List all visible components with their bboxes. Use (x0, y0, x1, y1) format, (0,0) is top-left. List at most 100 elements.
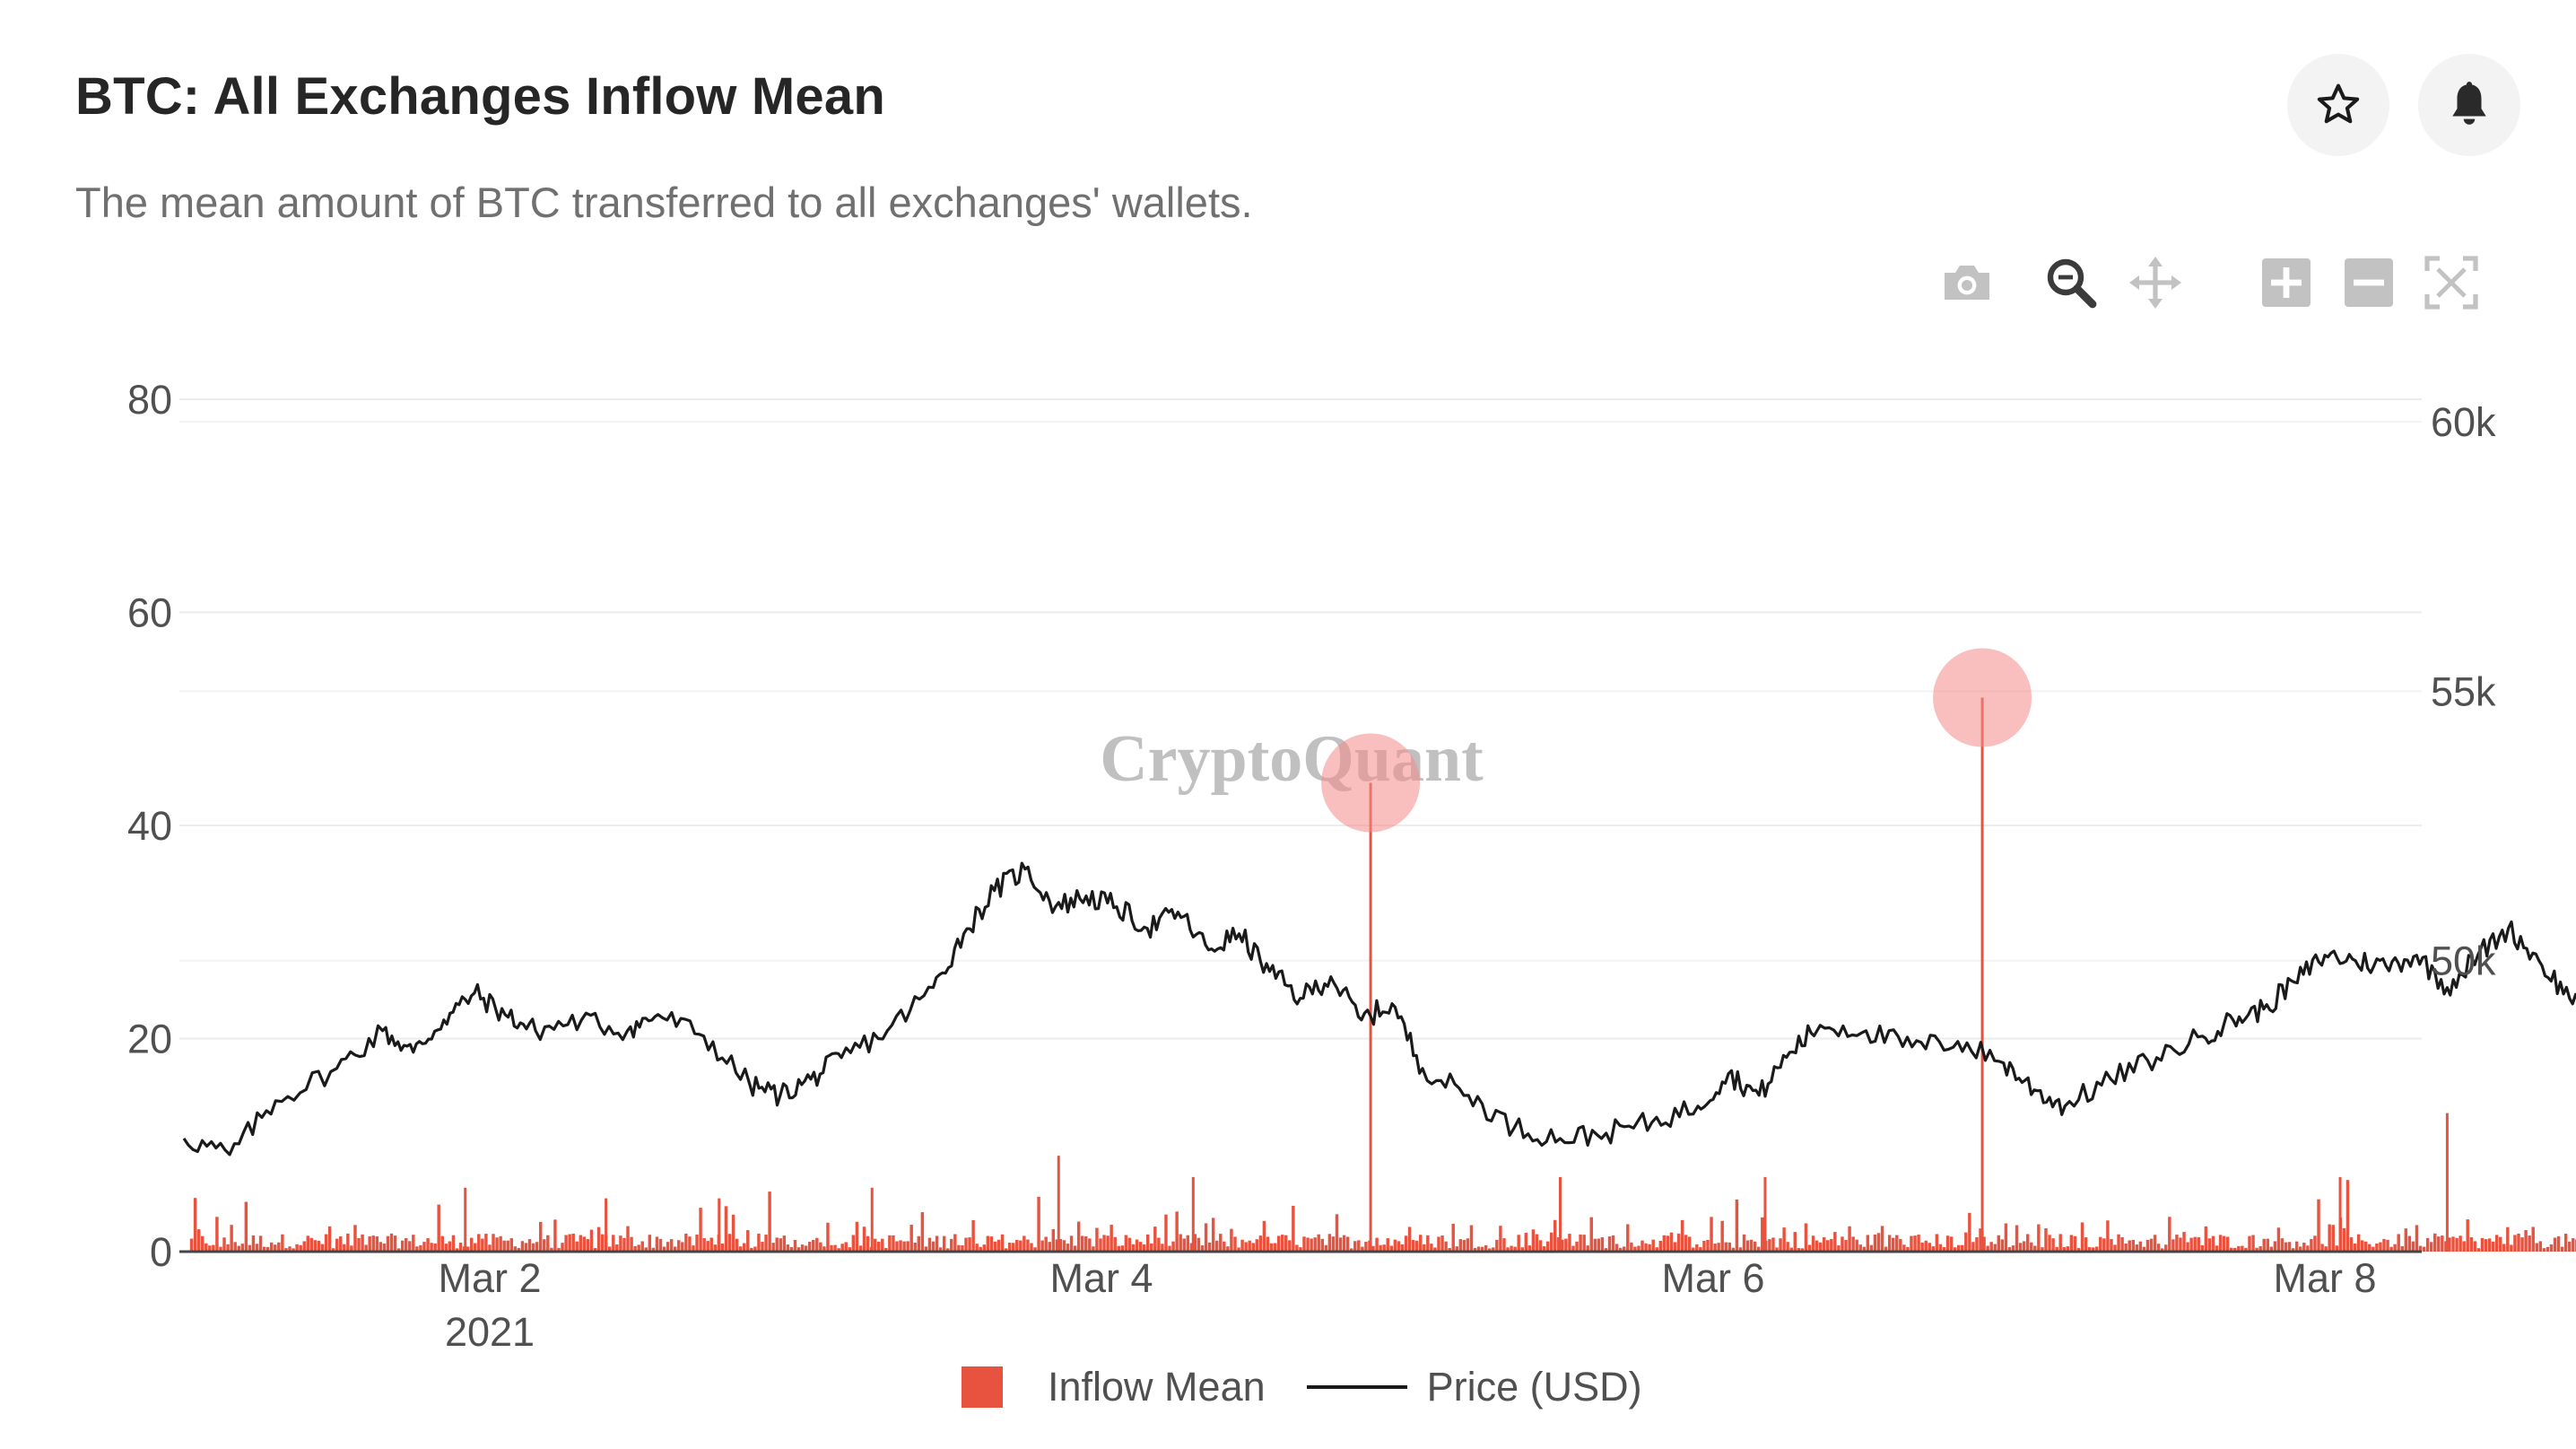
inflow-bar (876, 1241, 881, 1252)
inflow-bar (793, 1239, 797, 1252)
inflow-bar (975, 1244, 979, 1252)
inflow-bar (804, 1245, 808, 1252)
inflow-bar (1142, 1244, 1146, 1252)
inflow-bar (2371, 1246, 2375, 1252)
star-icon (2317, 83, 2360, 124)
inflow-bar (1276, 1235, 1281, 1252)
inflow-bar (295, 1244, 299, 1252)
inflow-bar (1640, 1240, 1644, 1252)
inflow-bar (1830, 1239, 1833, 1252)
inflow-bar (2124, 1244, 2128, 1252)
inflow-bar (1600, 1237, 1605, 1252)
inflow-bar (2128, 1240, 2131, 1252)
inflow-bar (1804, 1223, 1808, 1252)
inflow-bar (858, 1245, 863, 1252)
inflow-bar (543, 1239, 546, 1252)
inflow-bar (2058, 1234, 2062, 1252)
chart-modebar (0, 253, 2576, 316)
inflow-bar (1404, 1235, 1408, 1252)
inflow-bar (1561, 1239, 1564, 1252)
inflow-bar (2186, 1242, 2189, 1252)
inflow-bar (1150, 1243, 1153, 1252)
inflow-bar (1858, 1244, 1862, 1252)
inflow-bar (2487, 1238, 2492, 1252)
inflow-bar (270, 1242, 274, 1252)
inflow-bar (902, 1241, 906, 1252)
camera-icon[interactable] (1937, 253, 1997, 312)
inflow-bar (1658, 1240, 1663, 1252)
inflow-bar (492, 1234, 495, 1252)
inflow-bar (371, 1235, 375, 1252)
inflow-bar (2291, 1248, 2295, 1252)
inflow-bar (1753, 1241, 1757, 1252)
inflow-spike (870, 1187, 874, 1252)
legend-inflow[interactable]: Inflow Mean (962, 1364, 1266, 1410)
inflow-bar (1833, 1232, 1837, 1252)
inflow-bar (1476, 1246, 1481, 1252)
inflow-bar (1088, 1238, 1092, 1252)
inflow-bar (244, 1201, 248, 1252)
inflow-bar (502, 1240, 506, 1252)
inflow-bar (699, 1208, 702, 1252)
inflow-bar (1506, 1247, 1510, 1252)
inflow-bar (677, 1240, 681, 1252)
inflow-bar (2393, 1244, 2397, 1252)
inflow-bar (1269, 1243, 1274, 1252)
inflow-bar (655, 1236, 659, 1252)
inflow-bar (1651, 1239, 1655, 1252)
inflow-bar (265, 1246, 270, 1252)
inflow-bar (2520, 1237, 2524, 1252)
inflow-bar (1713, 1244, 1717, 1252)
inflow-bar (1117, 1245, 1120, 1252)
inflow-bar (2076, 1247, 2081, 1252)
legend-price[interactable]: Price (USD) (1266, 1364, 1642, 1410)
inflow-bar (757, 1233, 761, 1252)
inflow-spike (1763, 1176, 1767, 1252)
x-tick-label: Mar 4 (1049, 1255, 1153, 1301)
inflow-bar (524, 1243, 528, 1252)
inflow-bar (274, 1244, 277, 1252)
zoom-in-icon[interactable] (2257, 253, 2316, 312)
inflow-bar (2480, 1237, 2485, 1252)
inflow-bar (2379, 1242, 2382, 1252)
inflow-bar (1633, 1246, 1637, 1252)
inflow-bar (2284, 1242, 2288, 1252)
inflow-bar (2055, 1246, 2058, 1252)
inflow-bar (684, 1233, 688, 1252)
inflow-bar (1426, 1235, 1430, 1252)
inflow-bar (2294, 1241, 2299, 1252)
inflow-bar (1513, 1246, 1517, 1252)
inflow-bar (2156, 1244, 2161, 1252)
inflow-bar (1724, 1242, 1727, 1252)
inflow-bar (942, 1235, 946, 1252)
inflow-bar (1524, 1233, 1528, 1252)
inflow-bar (255, 1244, 259, 1252)
zoom-icon[interactable] (2041, 253, 2101, 312)
inflow-bar (284, 1248, 288, 1252)
pan-icon[interactable] (2126, 253, 2185, 312)
inflow-bar (1258, 1235, 1263, 1252)
inflow-bar (205, 1243, 208, 1252)
inflow-bar (1349, 1248, 1353, 1252)
inflow-bar (648, 1235, 652, 1252)
inflow-bar (1499, 1226, 1502, 1252)
inflow-bar (1407, 1226, 1412, 1252)
page-title: BTC: All Exchanges Inflow Mean (75, 67, 885, 126)
alert-button[interactable] (2418, 54, 2520, 156)
inflow-bar (226, 1244, 230, 1252)
inflow-bar (1393, 1239, 1397, 1252)
favorite-button[interactable] (2287, 54, 2389, 156)
inflow-bar (1138, 1242, 1143, 1252)
inflow-bar (1058, 1238, 1063, 1252)
inflow-bar (375, 1236, 379, 1252)
inflow-bar (596, 1226, 601, 1252)
inflow-bar (935, 1235, 939, 1252)
inflow-bar (968, 1237, 971, 1252)
inflow-bar (2535, 1243, 2538, 1252)
inflow-bar (2448, 1237, 2451, 1252)
zoom-out-icon[interactable] (2339, 253, 2398, 312)
inflow-bar (1414, 1240, 1419, 1252)
autoscale-icon[interactable] (2422, 253, 2481, 312)
inflow-bar (855, 1221, 859, 1252)
